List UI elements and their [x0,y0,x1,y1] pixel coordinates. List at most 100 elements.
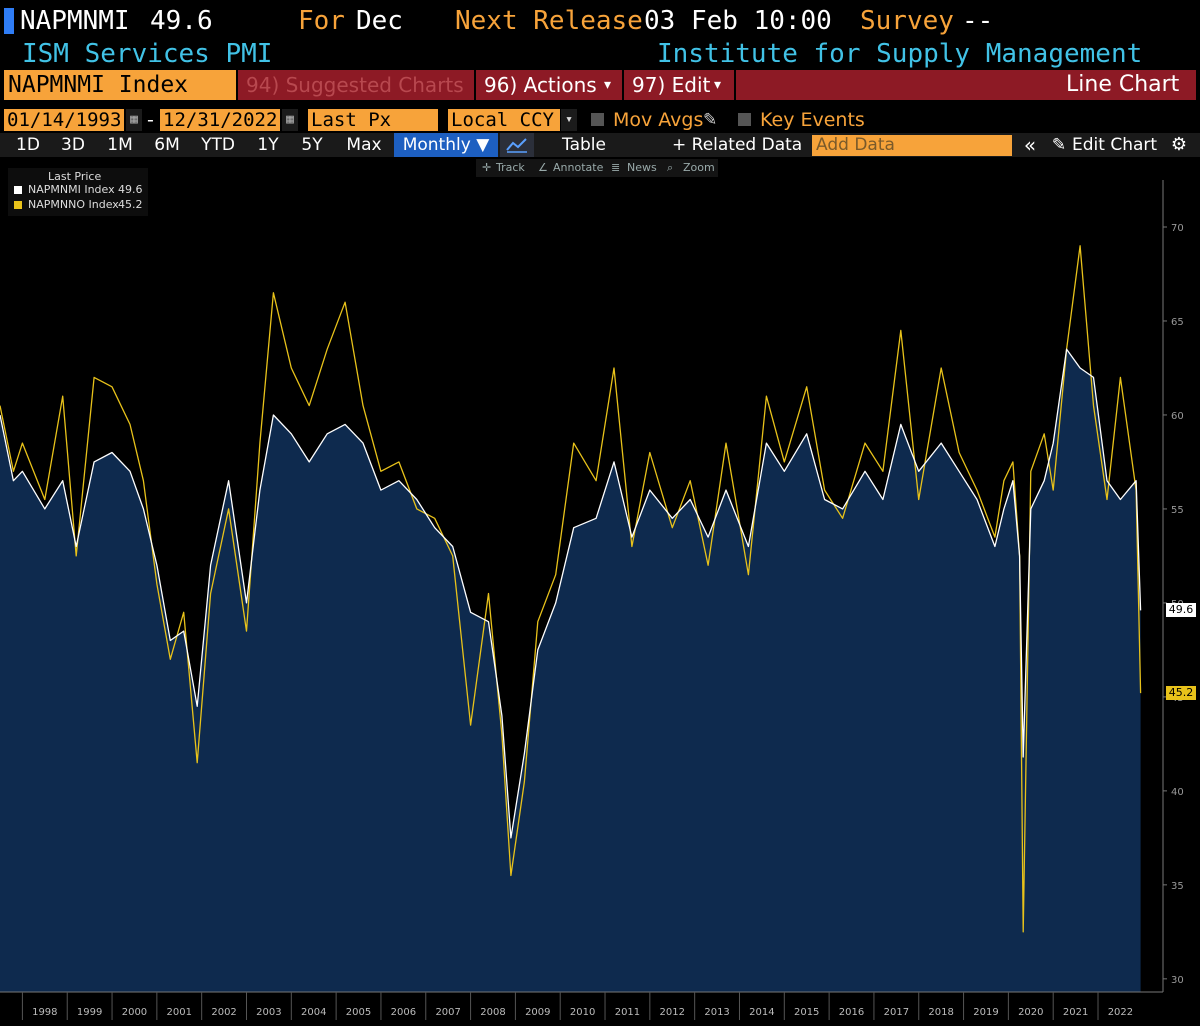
edit-chart-button[interactable]: Edit Chart [1072,135,1158,155]
napmnmi-area [0,349,1141,992]
security-name: ISM Services PMI [22,39,273,69]
security-box[interactable] [4,70,236,100]
x-tick-label: 1999 [77,1007,102,1018]
currency-dropdown-icon[interactable]: ▾ [561,109,577,131]
period-6m[interactable]: 6M [154,135,180,155]
x-tick-label: 2003 [256,1007,281,1018]
edit-dropdown-icon: ▾ [714,77,722,93]
x-tick-label: 2007 [435,1007,460,1018]
ticker-marker [4,8,14,34]
y-tick-label: 30 [1171,975,1184,986]
y-tick-label: 65 [1171,317,1184,328]
x-tick-label: 2015 [794,1007,819,1018]
x-tick-label: 2006 [391,1007,416,1018]
ticker-symbol[interactable]: NAPMNMI [20,6,130,36]
zoom-tool[interactable]: Zoom [683,161,715,174]
annotate-icon[interactable]: ∠ [538,161,548,174]
x-tick-label: 2002 [211,1007,236,1018]
key-events-label: Key Events [760,109,865,131]
key-events-checkbox[interactable] [738,113,751,126]
x-tick-label: 2018 [928,1007,953,1018]
collapse-icon[interactable]: « [1023,133,1037,157]
x-tick-label: 2019 [973,1007,998,1018]
gear-icon[interactable]: ⚙ [1170,134,1188,155]
track-icon[interactable]: ✛ [482,161,492,174]
legend-swatch-napmnmi [14,186,22,194]
source-name: Institute for Supply Management [657,39,1143,69]
legend-value-napmnmi: 49.6 [118,183,143,196]
period-1d[interactable]: 1D [16,135,40,155]
currency-select[interactable]: Local CCY [448,109,560,131]
survey-label: Survey [860,6,954,36]
news-icon[interactable]: ≣ [611,161,621,174]
mov-avgs-label: Mov Avgs [613,109,704,131]
add-data-input[interactable]: Add Data [812,135,1012,156]
suggested-charts-menu[interactable]: 94) Suggested Charts [246,73,464,97]
last-value-tag-napmnmi: 49.6 [1166,603,1196,618]
x-tick-label: 2013 [704,1007,729,1018]
x-tick-label: 2012 [660,1007,685,1018]
y-tick-label: 70 [1171,223,1184,234]
x-tick-label: 2021 [1063,1007,1088,1018]
price-field-select[interactable]: Last Px [308,109,438,131]
date-separator: - [147,109,154,131]
napmnmi-line [0,348,1142,839]
chart-tools-bar [476,159,718,177]
period-3d[interactable]: 3D [61,135,85,155]
zoom-icon[interactable]: ⌕ [667,161,674,174]
line-chart-icon[interactable] [500,133,534,157]
mov-avgs-checkbox[interactable] [591,113,604,126]
security-field[interactable]: NAPMNMI Index [8,72,189,98]
actions-dropdown-icon: ▾ [604,77,612,93]
napmnno-line [0,245,1142,933]
x-tick-label: 2000 [122,1007,147,1018]
for-label: For [298,6,345,36]
period-ytd[interactable]: YTD [201,135,235,155]
x-tick-label: 2005 [346,1007,371,1018]
next-release-value: 03 Feb 10:00 [644,6,832,36]
legend-swatch-napmnno [14,201,22,209]
x-tick-label: 2010 [570,1007,595,1018]
y-tick-label: 40 [1171,787,1184,798]
related-data-button[interactable]: + Related Data [672,135,803,155]
x-tick-label: 2016 [839,1007,864,1018]
y-tick-label: 60 [1171,411,1184,422]
end-date-input[interactable]: 12/31/2022 [160,109,280,131]
end-calendar-icon[interactable]: ▦ [282,109,298,131]
news-tool[interactable]: News [627,161,657,174]
annotate-tool[interactable]: Annotate [553,161,604,174]
period-1y[interactable]: 1Y [257,135,279,155]
legend-label-napmnno: NAPMNNO Index [28,198,119,211]
x-tick-label: 2004 [301,1007,326,1018]
x-tick-label: 2001 [167,1007,192,1018]
legend-label-napmnmi: NAPMNMI Index [28,183,115,196]
x-tick-label: 2009 [525,1007,550,1018]
last-value-tag-napmnno: 45.2 [1166,686,1196,701]
survey-value: -- [962,6,994,36]
pencil-icon[interactable]: ✎ [703,110,718,130]
period-5y[interactable]: 5Y [301,135,323,155]
chart-type-label[interactable]: Line Chart [1066,72,1180,97]
period-value: Dec [356,6,403,36]
period-max[interactable]: Max [346,135,382,155]
edit-menu[interactable]: 97) Edit [632,73,711,97]
x-tick-label: 2022 [1108,1007,1133,1018]
start-calendar-icon[interactable]: ▦ [126,109,142,131]
last-value: 49.6 [150,6,213,36]
legend-value-napmnno: 45.2 [118,198,143,211]
actions-menu[interactable]: 96) Actions [484,73,597,97]
x-tick-label: 2020 [1018,1007,1043,1018]
track-tool[interactable]: Track [496,161,525,174]
frequency-select[interactable]: Monthly ▼ [394,133,498,157]
x-tick-label: 2014 [749,1007,774,1018]
start-date-input[interactable]: 01/14/1993 [4,109,124,131]
edit-chart-pencil-icon: ✎ [1051,135,1067,155]
table-button[interactable]: Table [562,135,606,155]
period-1m[interactable]: 1M [107,135,133,155]
x-axis-band [0,992,1200,1026]
y-tick-label: 35 [1171,881,1184,892]
chart-legend [8,168,148,216]
legend-title: Last Price [48,170,102,183]
x-tick-label: 2017 [884,1007,909,1018]
